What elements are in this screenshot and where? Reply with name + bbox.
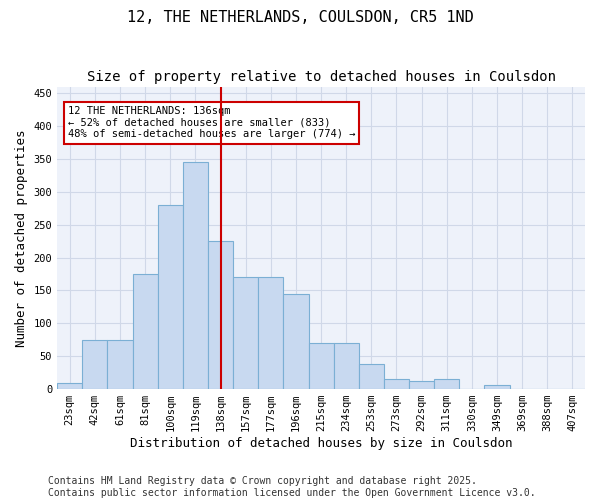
Bar (233, 278, 258, 389)
Text: 12, THE NETHERLANDS, COULSDON, CR5 1ND: 12, THE NETHERLANDS, COULSDON, CR5 1ND (127, 10, 473, 25)
Bar (283, 294, 308, 389)
Bar (208, 241, 233, 389)
Bar (158, 205, 183, 389)
Bar (384, 379, 409, 389)
Text: 12 THE NETHERLANDS: 136sqm
← 52% of detached houses are smaller (833)
48% of sem: 12 THE NETHERLANDS: 136sqm ← 52% of deta… (68, 106, 355, 140)
Bar (308, 343, 334, 389)
Y-axis label: Number of detached properties: Number of detached properties (15, 129, 28, 346)
Bar (359, 364, 384, 389)
Bar (133, 274, 158, 389)
Bar (82, 340, 107, 389)
Bar (107, 340, 133, 389)
X-axis label: Distribution of detached houses by size in Coulsdon: Distribution of detached houses by size … (130, 437, 512, 450)
Bar (258, 278, 283, 389)
Bar (434, 379, 460, 389)
Bar (409, 380, 434, 389)
Bar (334, 343, 359, 389)
Title: Size of property relative to detached houses in Coulsdon: Size of property relative to detached ho… (86, 70, 556, 84)
Bar (183, 162, 208, 389)
Bar (484, 385, 509, 389)
Text: Contains HM Land Registry data © Crown copyright and database right 2025.
Contai: Contains HM Land Registry data © Crown c… (48, 476, 536, 498)
Bar (57, 382, 82, 389)
